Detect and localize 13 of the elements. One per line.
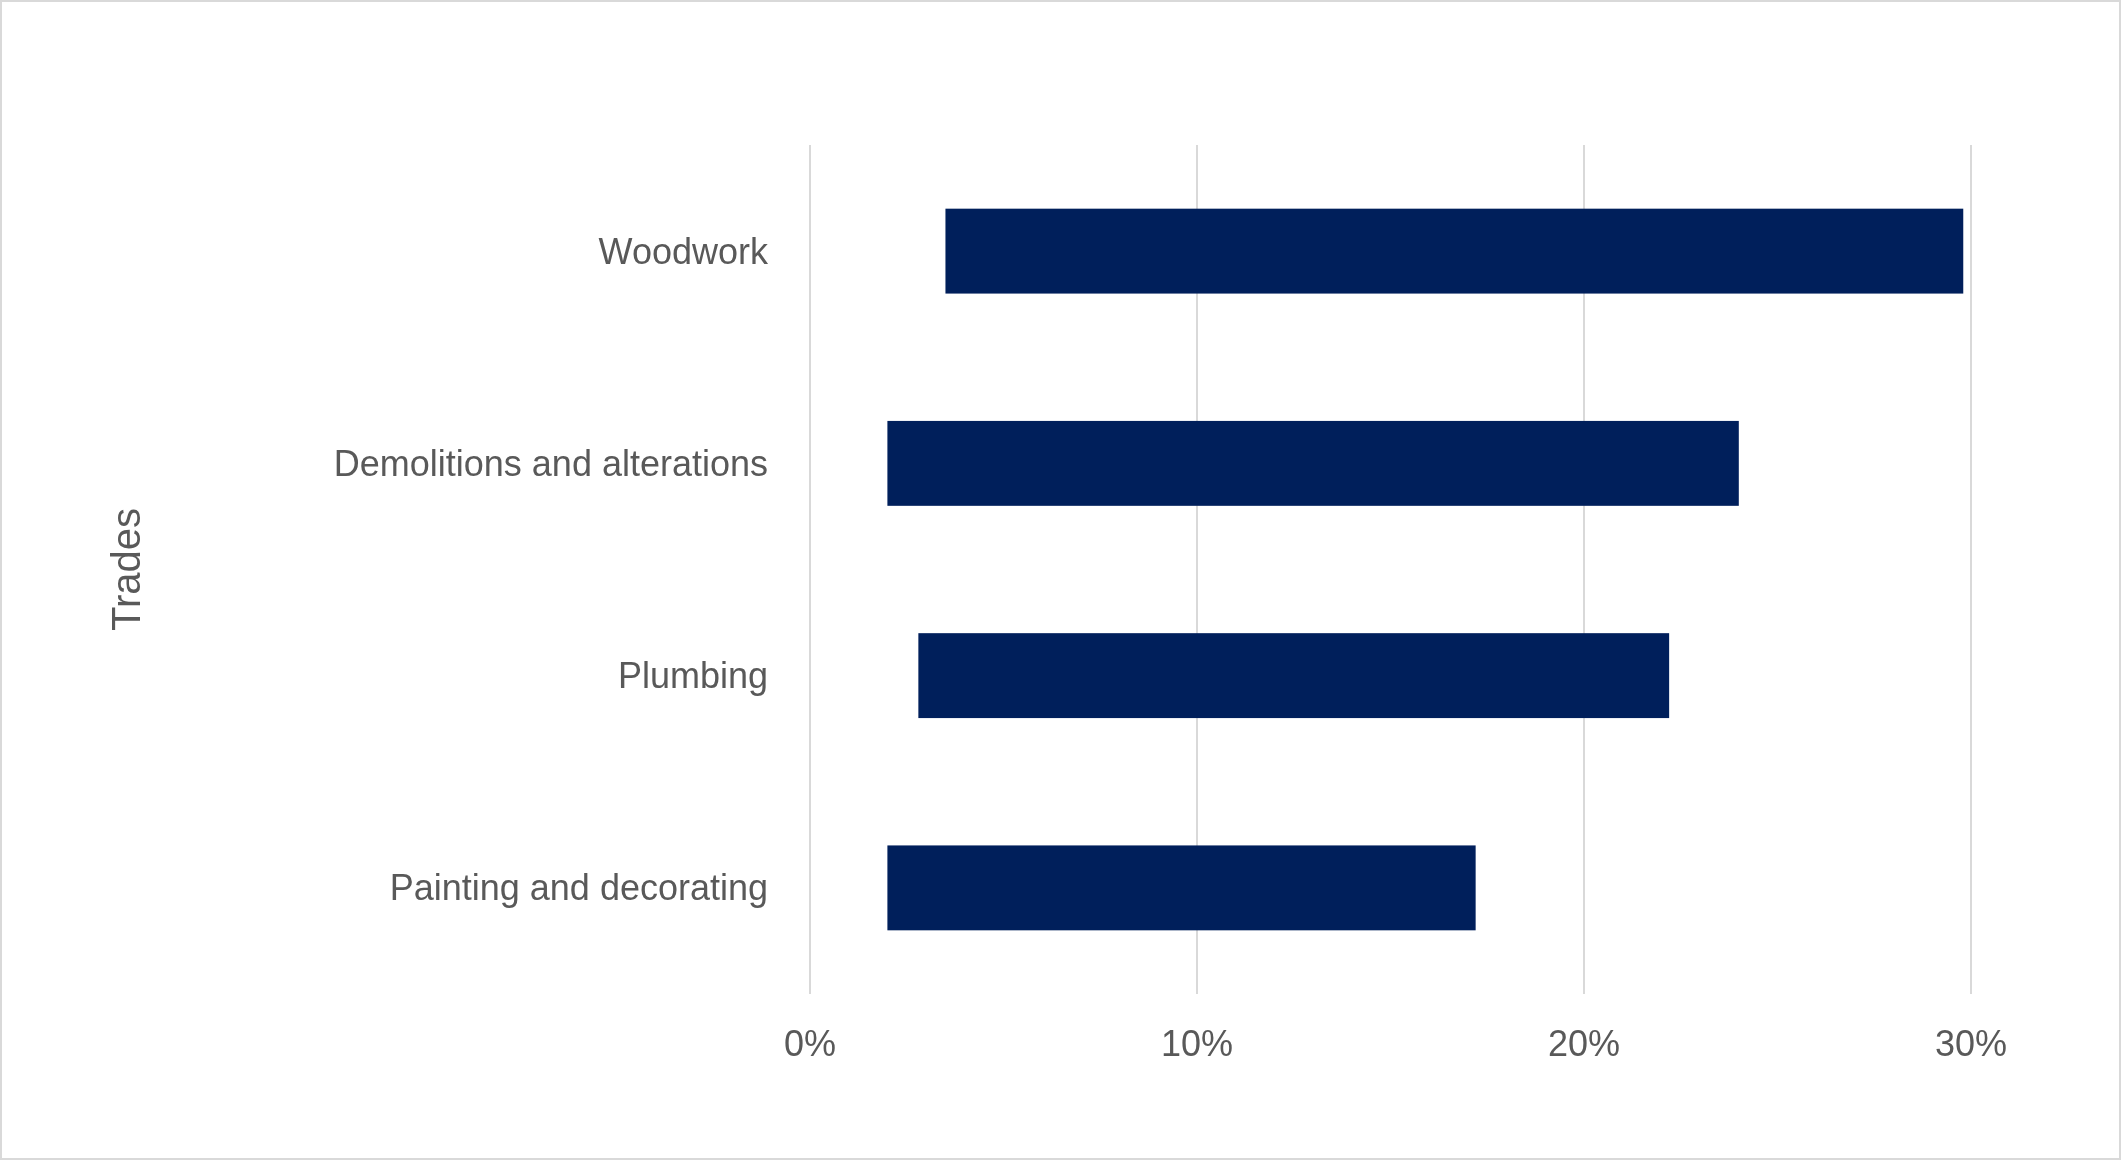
y-tick-label: Painting and decorating xyxy=(389,867,768,909)
y-tick-label: Plumbing xyxy=(617,655,768,697)
x-tick-label: 20% xyxy=(1547,1023,1621,1064)
y-tick-label: Demolitions and alterations xyxy=(333,442,768,484)
bar xyxy=(887,420,1739,506)
x-tick-label: 30% xyxy=(1934,1023,2008,1064)
y-tick-label: Woodwork xyxy=(598,230,769,272)
bar xyxy=(945,208,1964,294)
bar xyxy=(887,845,1476,931)
x-tick-label: 0% xyxy=(783,1023,837,1064)
y-axis-title: Trades xyxy=(104,507,148,632)
bar xyxy=(918,633,1670,719)
x-tick-label: 10% xyxy=(1160,1023,1234,1064)
